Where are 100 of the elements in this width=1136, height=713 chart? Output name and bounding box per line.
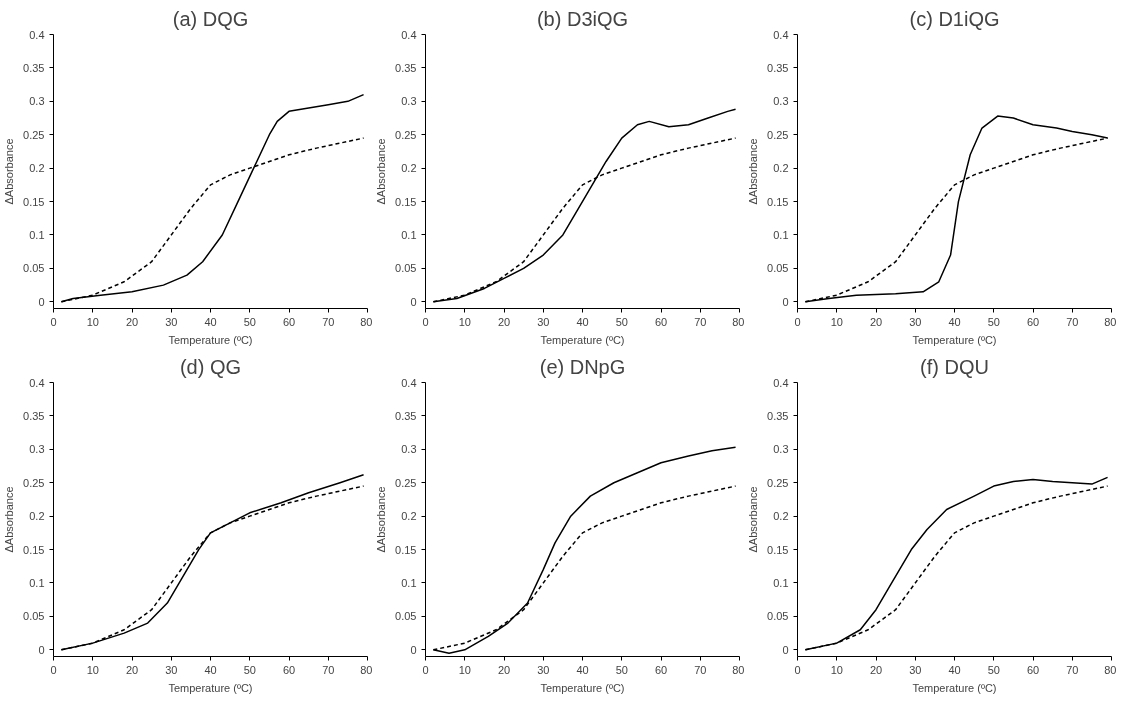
x-tick-label: 70 bbox=[1066, 663, 1079, 676]
y-axis-title: ΔAbsorbance bbox=[747, 486, 760, 553]
x-tick-label: 50 bbox=[243, 315, 256, 328]
y-tick-label: 0.3 bbox=[29, 95, 45, 108]
x-tick-label: 10 bbox=[458, 315, 471, 328]
x-tick-label: 60 bbox=[1026, 315, 1040, 328]
y-tick-label: 0.4 bbox=[773, 28, 789, 41]
x-tick-label: 60 bbox=[654, 663, 668, 676]
y-tick-label: 0.25 bbox=[395, 476, 417, 489]
x-tick-label: 60 bbox=[282, 315, 296, 328]
x-axis-title: Temperature (ºC) bbox=[540, 681, 625, 694]
y-tick-label: 0.1 bbox=[401, 228, 417, 241]
chart-title: (e) DNpG bbox=[539, 355, 626, 378]
x-tick-label: 80 bbox=[360, 663, 373, 676]
x-tick-label: 10 bbox=[86, 315, 99, 328]
y-tick-label: 0.4 bbox=[401, 376, 417, 389]
x-tick-label: 0 bbox=[794, 663, 801, 676]
x-tick-label: 70 bbox=[322, 315, 335, 328]
x-tick-label: 70 bbox=[322, 663, 335, 676]
y-tick-label: 0.15 bbox=[395, 543, 417, 556]
x-tick-label: 70 bbox=[694, 315, 707, 328]
y-tick-label: 0.15 bbox=[23, 543, 45, 556]
x-tick-label: 20 bbox=[869, 663, 883, 676]
x-tick-label: 50 bbox=[615, 315, 628, 328]
x-tick-label: 40 bbox=[948, 663, 961, 676]
x-tick-label: 10 bbox=[830, 315, 843, 328]
y-tick-label: 0.05 bbox=[395, 610, 417, 623]
y-tick-label: 0.1 bbox=[773, 576, 789, 589]
x-tick-label: 0 bbox=[422, 663, 429, 676]
y-tick-label: 0.4 bbox=[29, 376, 45, 389]
y-tick-label: 0.4 bbox=[773, 376, 789, 389]
x-tick-label: 50 bbox=[243, 663, 256, 676]
x-tick-label: 80 bbox=[1104, 663, 1117, 676]
y-tick-label: 0.15 bbox=[767, 195, 789, 208]
y-tick-label: 0.4 bbox=[401, 28, 417, 41]
x-tick-label: 10 bbox=[86, 663, 99, 676]
y-axis-title: ΔAbsorbance bbox=[747, 138, 760, 205]
y-tick-label: 0.05 bbox=[395, 262, 417, 275]
y-tick-label: 0.1 bbox=[29, 576, 45, 589]
x-tick-label: 20 bbox=[497, 315, 511, 328]
y-axis-title: ΔAbsorbance bbox=[375, 138, 388, 205]
y-tick-label: 0.25 bbox=[767, 476, 789, 489]
x-tick-label: 20 bbox=[125, 663, 139, 676]
x-tick-label: 20 bbox=[869, 315, 883, 328]
y-tick-label: 0.3 bbox=[401, 95, 417, 108]
x-tick-label: 40 bbox=[204, 663, 217, 676]
y-tick-label: 0.25 bbox=[23, 128, 45, 141]
y-tick-label: 0.4 bbox=[29, 28, 45, 41]
chart-title: (c) D1iQG bbox=[909, 7, 1000, 30]
y-tick-label: 0.35 bbox=[395, 61, 417, 74]
x-tick-label: 30 bbox=[909, 663, 922, 676]
x-axis-title: Temperature (ºC) bbox=[540, 333, 625, 346]
y-tick-label: 0.35 bbox=[23, 61, 45, 74]
y-tick-label: 0.15 bbox=[767, 543, 789, 556]
x-tick-label: 70 bbox=[1066, 315, 1079, 328]
x-tick-label: 70 bbox=[694, 663, 707, 676]
x-tick-label: 30 bbox=[909, 315, 922, 328]
chart-title: (f) DQU bbox=[920, 355, 989, 378]
x-tick-label: 0 bbox=[422, 315, 429, 328]
y-tick-label: 0.25 bbox=[395, 128, 417, 141]
x-tick-label: 30 bbox=[537, 663, 550, 676]
x-tick-label: 40 bbox=[204, 315, 217, 328]
y-tick-label: 0.05 bbox=[23, 610, 45, 623]
y-tick-label: 0.25 bbox=[23, 476, 45, 489]
x-tick-label: 20 bbox=[125, 315, 139, 328]
chart-title: (b) D3iQG bbox=[536, 7, 629, 30]
chart-title: (d) QG bbox=[179, 355, 242, 378]
y-tick-label: 0.3 bbox=[773, 443, 789, 456]
y-tick-label: 0.1 bbox=[773, 228, 789, 241]
y-tick-label: 0.15 bbox=[395, 195, 417, 208]
y-tick-label: 0.1 bbox=[29, 228, 45, 241]
y-tick-label: 0.2 bbox=[773, 162, 789, 175]
y-tick-label: 0.2 bbox=[401, 162, 417, 175]
y-axis-title: ΔAbsorbance bbox=[375, 486, 388, 553]
y-tick-label: 0.3 bbox=[773, 95, 789, 108]
x-tick-label: 50 bbox=[615, 663, 628, 676]
y-tick-label: 0 bbox=[782, 295, 789, 308]
x-tick-label: 30 bbox=[165, 663, 178, 676]
x-tick-label: 40 bbox=[948, 315, 961, 328]
x-tick-label: 80 bbox=[732, 663, 745, 676]
y-tick-label: 0.05 bbox=[767, 262, 789, 275]
y-axis-title: ΔAbsorbance bbox=[3, 486, 16, 553]
x-tick-label: 30 bbox=[165, 315, 178, 328]
chart-title: (a) DQG bbox=[172, 7, 249, 30]
x-tick-label: 80 bbox=[732, 315, 745, 328]
x-axis-title: Temperature (ºC) bbox=[912, 681, 997, 694]
y-tick-label: 0.1 bbox=[401, 576, 417, 589]
y-tick-label: 0.25 bbox=[767, 128, 789, 141]
y-tick-label: 0.35 bbox=[395, 409, 417, 422]
x-tick-label: 10 bbox=[830, 663, 843, 676]
x-tick-label: 40 bbox=[576, 315, 589, 328]
x-tick-label: 50 bbox=[987, 315, 1000, 328]
x-tick-label: 0 bbox=[50, 663, 57, 676]
x-tick-label: 80 bbox=[360, 315, 373, 328]
y-tick-label: 0.15 bbox=[23, 195, 45, 208]
x-tick-label: 60 bbox=[1026, 663, 1040, 676]
y-tick-label: 0.2 bbox=[29, 510, 45, 523]
y-tick-label: 0.3 bbox=[401, 443, 417, 456]
y-tick-label: 0.2 bbox=[29, 162, 45, 175]
x-tick-label: 0 bbox=[794, 315, 801, 328]
